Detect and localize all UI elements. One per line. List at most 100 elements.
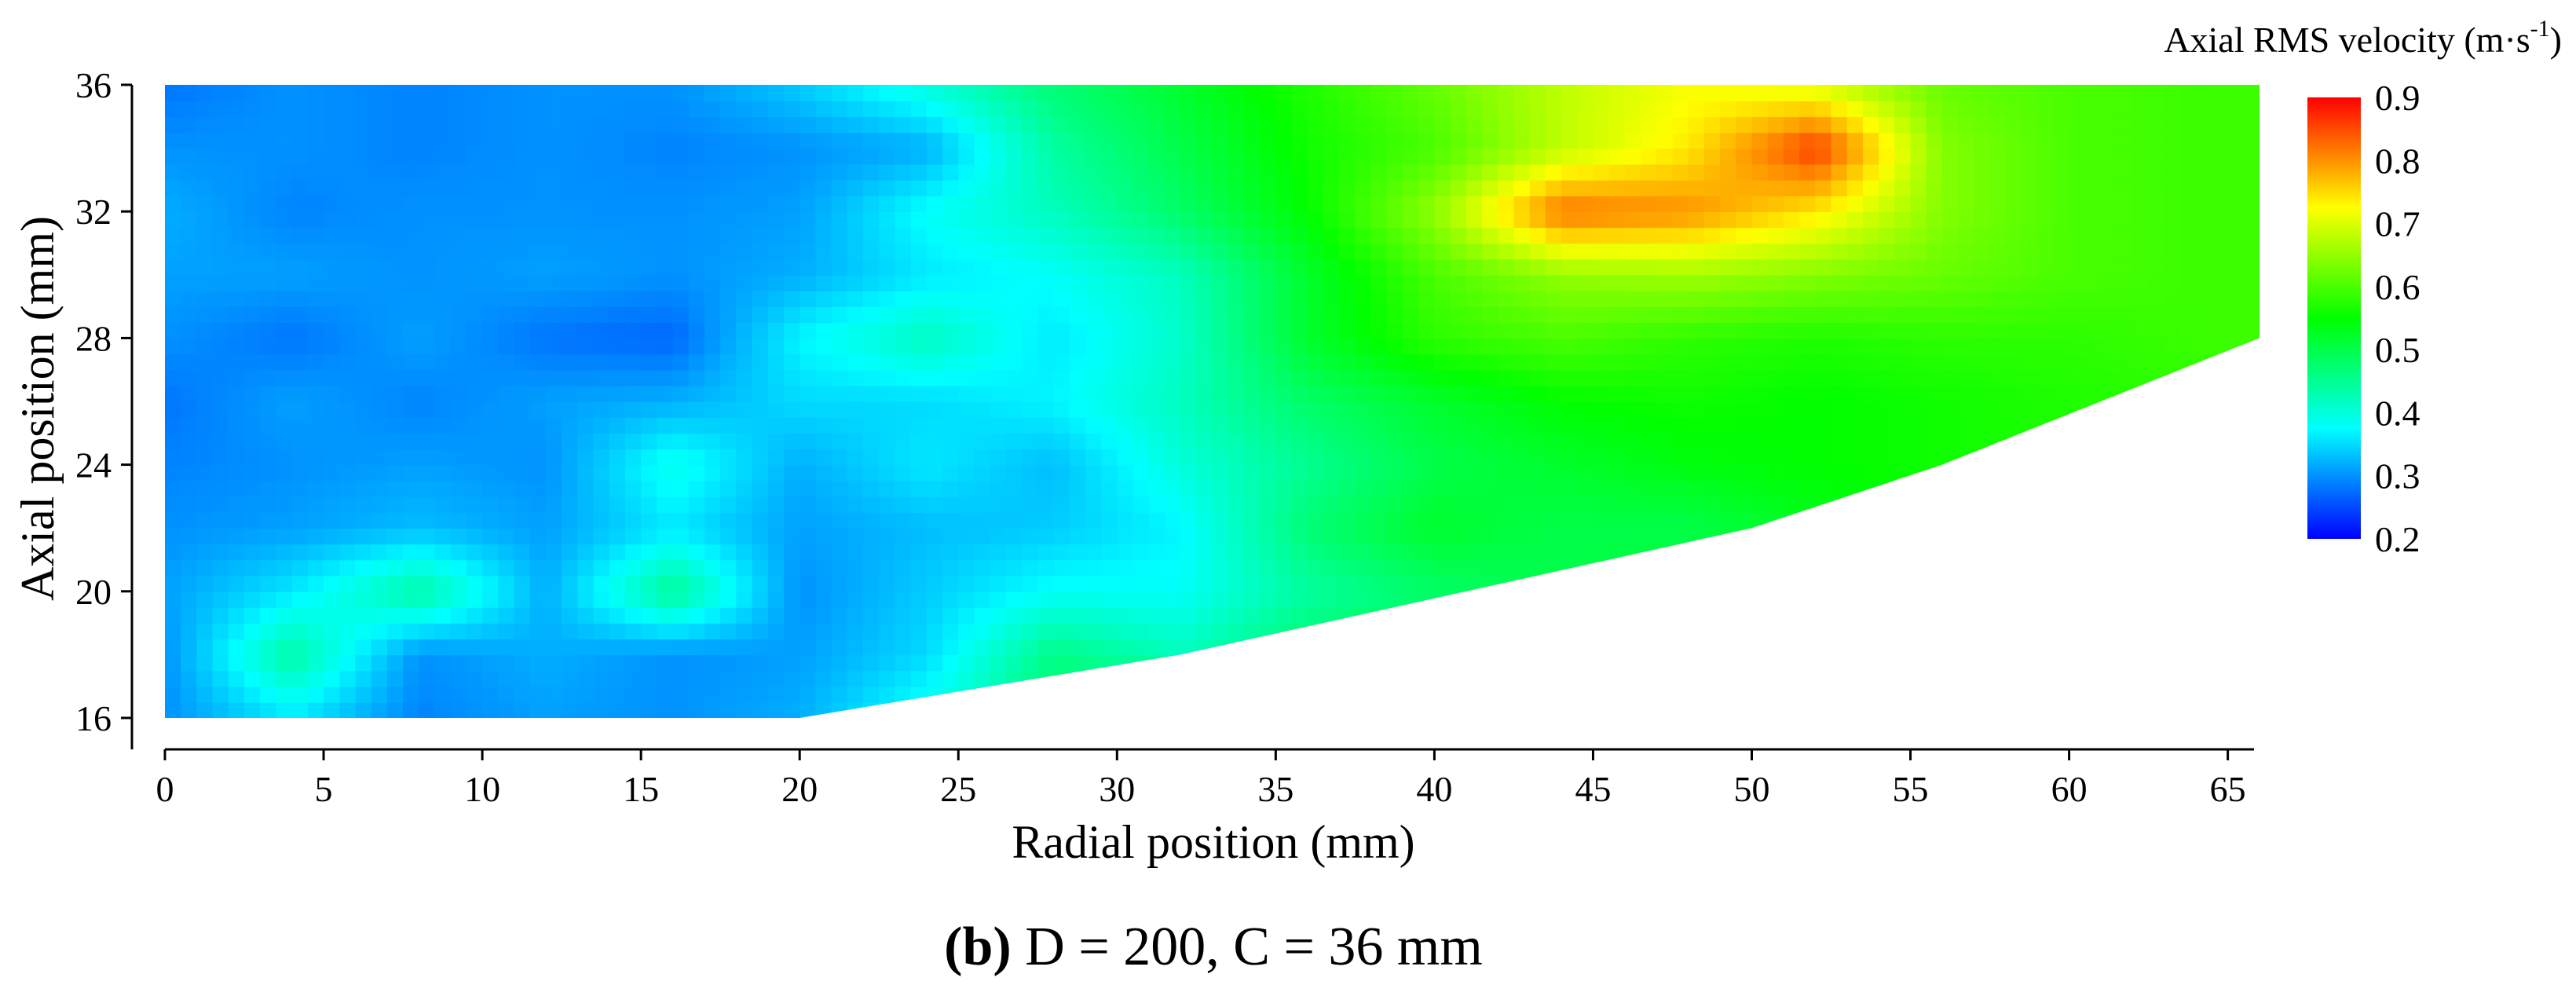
heatmap-cell bbox=[767, 179, 785, 196]
heatmap-cell bbox=[1180, 670, 1198, 687]
heatmap-cell bbox=[260, 401, 277, 418]
heatmap-cell bbox=[1434, 290, 1451, 307]
heatmap-cell bbox=[1085, 211, 1102, 229]
heatmap-cell bbox=[1005, 148, 1023, 165]
heatmap-cell bbox=[1132, 559, 1150, 577]
heatmap-cell bbox=[2053, 591, 2070, 608]
heatmap-cell bbox=[2084, 196, 2102, 212]
heatmap-cell bbox=[1624, 559, 1641, 577]
heatmap-cell bbox=[1656, 306, 1674, 324]
heatmap-cell bbox=[1703, 686, 1721, 703]
heatmap-cell bbox=[1418, 338, 1436, 355]
heatmap-cell bbox=[1608, 338, 1626, 355]
heatmap-cell bbox=[1101, 385, 1118, 402]
heatmap-cell bbox=[1132, 211, 1150, 229]
heatmap-cell bbox=[355, 544, 372, 561]
heatmap-cell bbox=[1958, 591, 1975, 608]
heatmap-cell bbox=[1275, 686, 1293, 703]
heatmap-cell bbox=[386, 338, 404, 355]
heatmap-cell bbox=[371, 385, 388, 402]
heatmap-cell bbox=[704, 528, 721, 545]
heatmap-cell bbox=[466, 322, 483, 339]
heatmap-cell bbox=[1941, 196, 1959, 212]
heatmap-cell bbox=[1498, 528, 1515, 545]
heatmap-cell bbox=[1085, 258, 1102, 276]
heatmap-cell bbox=[1339, 496, 1356, 513]
heatmap-cell bbox=[165, 654, 182, 672]
heatmap-cell bbox=[1386, 163, 1403, 181]
heatmap-cell bbox=[704, 417, 721, 434]
heatmap-cell bbox=[1260, 528, 1277, 545]
heatmap-cell bbox=[1783, 132, 1800, 149]
heatmap-cell bbox=[863, 243, 880, 260]
heatmap-cell bbox=[2069, 306, 2086, 324]
heatmap-cell bbox=[1323, 496, 1340, 513]
heatmap-cell bbox=[641, 148, 658, 165]
heatmap-cell bbox=[1989, 306, 2007, 324]
heatmap-cell bbox=[1513, 227, 1531, 244]
heatmap-cell bbox=[1117, 179, 1134, 196]
heatmap-cell bbox=[942, 274, 960, 291]
heatmap-cell bbox=[1608, 480, 1626, 497]
heatmap-cell bbox=[1513, 353, 1531, 371]
heatmap-cell bbox=[1656, 163, 1674, 181]
heatmap-cell bbox=[752, 258, 769, 276]
heatmap-cell bbox=[514, 544, 531, 561]
heatmap-cell bbox=[1926, 528, 1943, 545]
heatmap-cell bbox=[641, 496, 658, 513]
heatmap-cell bbox=[736, 274, 753, 291]
heatmap-cell bbox=[1260, 480, 1277, 497]
heatmap-cell bbox=[1941, 132, 1959, 149]
heatmap-cell bbox=[1624, 227, 1641, 244]
heatmap-cell bbox=[1196, 243, 1213, 260]
heatmap-cell bbox=[291, 211, 309, 229]
heatmap-cell bbox=[260, 591, 277, 608]
heatmap-cell bbox=[1370, 290, 1388, 307]
heatmap-cell bbox=[324, 369, 341, 386]
heatmap-cell bbox=[800, 322, 817, 339]
heatmap-cell bbox=[1989, 369, 2007, 386]
heatmap-cell bbox=[1577, 701, 1594, 718]
heatmap-cell bbox=[1989, 464, 2007, 482]
heatmap-cell bbox=[688, 591, 705, 608]
heatmap-cell bbox=[2053, 544, 2070, 561]
heatmap-cell bbox=[1910, 433, 1927, 450]
heatmap-cell bbox=[545, 322, 562, 339]
heatmap-cell bbox=[593, 243, 610, 260]
heatmap-cell bbox=[1180, 464, 1198, 482]
heatmap-cell bbox=[1465, 575, 1483, 592]
heatmap-cell bbox=[1656, 290, 1674, 307]
heatmap-cell bbox=[800, 132, 817, 149]
heatmap-cell bbox=[434, 227, 452, 244]
heatmap-cell bbox=[657, 544, 674, 561]
heatmap-cell bbox=[1529, 179, 1546, 196]
heatmap-cell bbox=[1434, 369, 1451, 386]
heatmap-cell bbox=[2069, 369, 2086, 386]
heatmap-cell bbox=[2196, 322, 2213, 339]
heatmap-cell bbox=[371, 575, 388, 592]
heatmap-cell bbox=[1703, 306, 1721, 324]
heatmap-cell bbox=[2132, 654, 2150, 672]
heatmap-cell bbox=[609, 623, 626, 640]
heatmap-cell bbox=[1450, 179, 1467, 196]
heatmap-cell bbox=[1846, 274, 1864, 291]
heatmap-cell bbox=[482, 179, 499, 196]
heatmap-cell bbox=[1846, 433, 1864, 450]
heatmap-cell bbox=[990, 258, 1007, 276]
heatmap-cell bbox=[371, 670, 388, 687]
heatmap-cell bbox=[2037, 369, 2055, 386]
heatmap-cell bbox=[1291, 449, 1308, 466]
heatmap-cell bbox=[514, 606, 531, 624]
heatmap-cell bbox=[800, 338, 817, 355]
heatmap-cell bbox=[2243, 196, 2260, 212]
heatmap-cell bbox=[529, 575, 547, 592]
heatmap-cell bbox=[1053, 179, 1070, 196]
heatmap-cell bbox=[1783, 385, 1800, 402]
heatmap-cell bbox=[1783, 196, 1800, 212]
heatmap-cell bbox=[1624, 322, 1641, 339]
heatmap-cell bbox=[1386, 654, 1403, 672]
heatmap-cell bbox=[1958, 258, 1975, 276]
heatmap-cell bbox=[1529, 417, 1546, 434]
heatmap-cell bbox=[1894, 258, 1912, 276]
heatmap-cell bbox=[1196, 179, 1213, 196]
